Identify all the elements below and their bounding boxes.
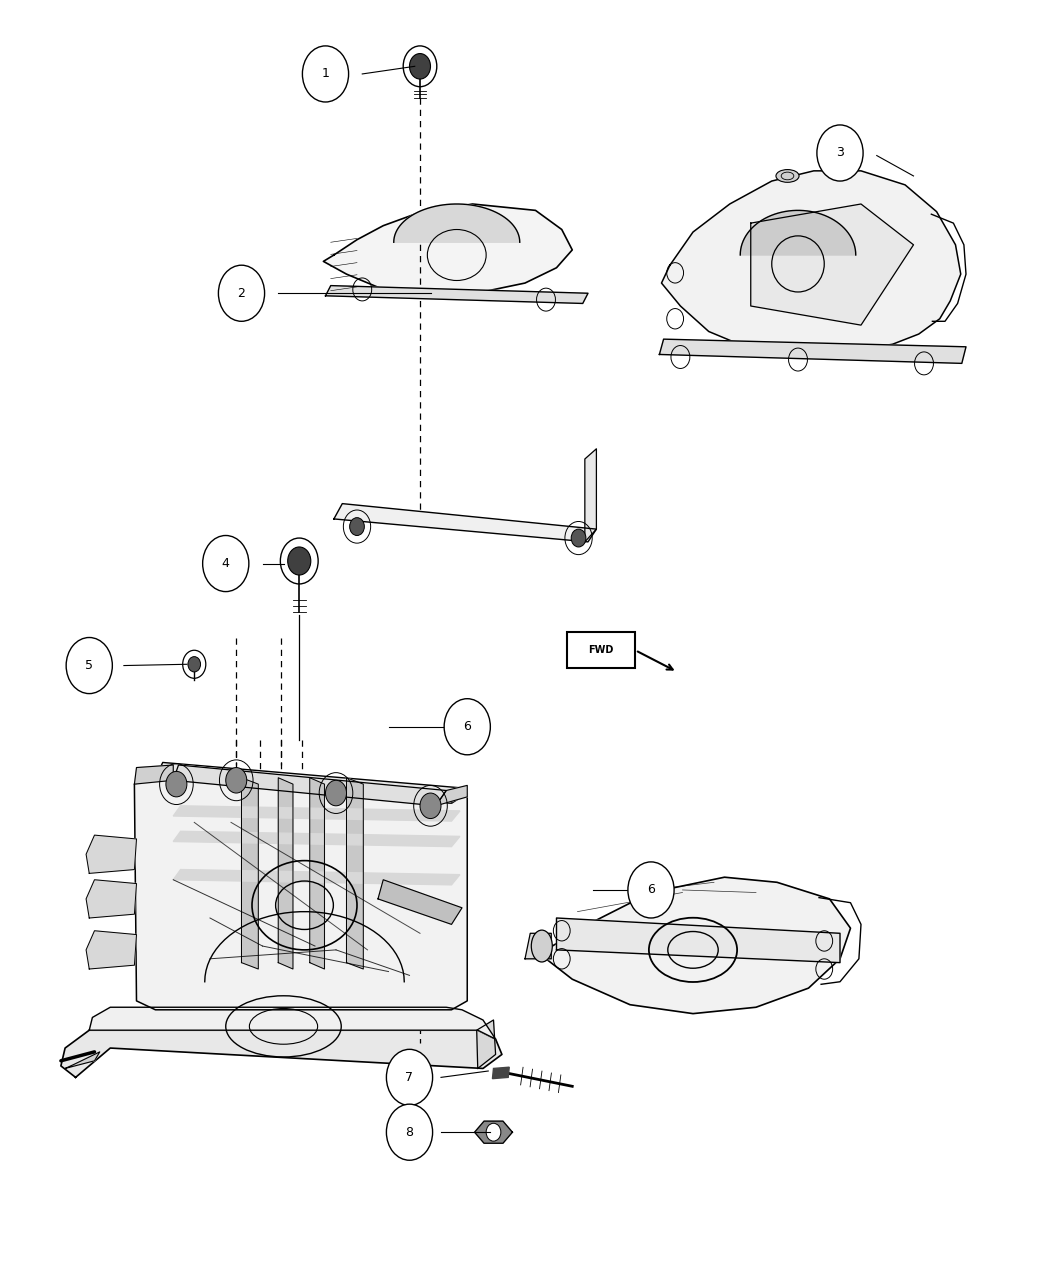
Polygon shape <box>546 877 850 1014</box>
FancyBboxPatch shape <box>567 632 635 668</box>
Polygon shape <box>475 1121 512 1144</box>
Polygon shape <box>556 918 840 963</box>
Polygon shape <box>155 762 462 803</box>
Text: 4: 4 <box>222 557 230 570</box>
Polygon shape <box>86 880 136 918</box>
Circle shape <box>486 1123 501 1141</box>
Text: 6: 6 <box>647 884 655 896</box>
Polygon shape <box>173 765 446 806</box>
Text: 1: 1 <box>321 68 330 80</box>
Text: 7: 7 <box>405 1071 414 1084</box>
Polygon shape <box>585 449 596 542</box>
Polygon shape <box>436 785 467 806</box>
Circle shape <box>288 547 311 575</box>
Polygon shape <box>751 204 914 325</box>
Polygon shape <box>278 778 293 969</box>
Ellipse shape <box>776 170 799 182</box>
Text: 6: 6 <box>463 720 471 733</box>
Polygon shape <box>242 778 258 969</box>
Polygon shape <box>173 806 460 821</box>
Circle shape <box>386 1104 433 1160</box>
Text: FWD: FWD <box>588 645 614 655</box>
Polygon shape <box>86 931 136 969</box>
Circle shape <box>326 780 346 806</box>
Polygon shape <box>346 778 363 969</box>
Circle shape <box>350 518 364 536</box>
Circle shape <box>226 768 247 793</box>
Polygon shape <box>525 933 551 959</box>
Text: 8: 8 <box>405 1126 414 1139</box>
Circle shape <box>817 125 863 181</box>
Text: 5: 5 <box>85 659 93 672</box>
Polygon shape <box>173 870 460 885</box>
Circle shape <box>386 1049 433 1105</box>
Polygon shape <box>323 204 572 293</box>
Circle shape <box>444 699 490 755</box>
Circle shape <box>203 536 249 592</box>
Circle shape <box>410 54 430 79</box>
Polygon shape <box>134 778 467 1010</box>
Polygon shape <box>89 1007 496 1039</box>
Polygon shape <box>492 1067 509 1079</box>
Polygon shape <box>394 204 520 242</box>
Circle shape <box>218 265 265 321</box>
Polygon shape <box>173 831 460 847</box>
Ellipse shape <box>531 931 552 963</box>
Circle shape <box>571 529 586 547</box>
Polygon shape <box>477 1020 496 1068</box>
Polygon shape <box>378 880 462 924</box>
Polygon shape <box>65 1052 100 1068</box>
Circle shape <box>628 862 674 918</box>
Polygon shape <box>334 504 596 542</box>
Text: 2: 2 <box>237 287 246 300</box>
Circle shape <box>66 638 112 694</box>
Polygon shape <box>740 210 856 255</box>
Polygon shape <box>326 286 588 303</box>
Polygon shape <box>86 835 136 873</box>
Circle shape <box>166 771 187 797</box>
Polygon shape <box>310 778 324 969</box>
Polygon shape <box>662 171 961 352</box>
Polygon shape <box>61 1030 502 1077</box>
Polygon shape <box>134 765 173 784</box>
Text: 3: 3 <box>836 147 844 159</box>
Circle shape <box>302 46 349 102</box>
Polygon shape <box>659 339 966 363</box>
Circle shape <box>188 657 201 672</box>
Circle shape <box>420 793 441 819</box>
